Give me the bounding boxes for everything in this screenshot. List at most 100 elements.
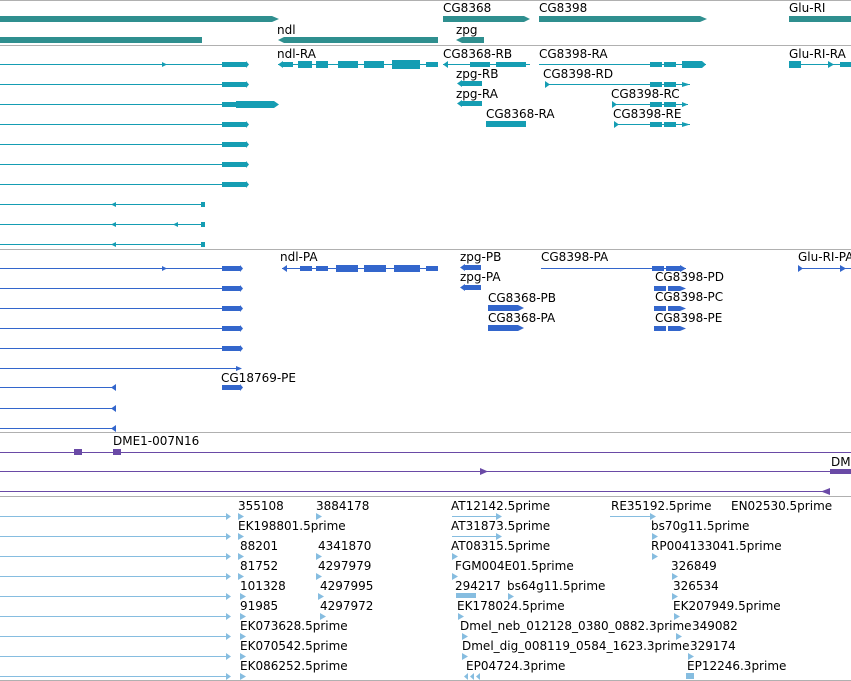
- est-label: 355108: [238, 499, 284, 513]
- transcript-zpg-RA[interactable]: [457, 100, 482, 107]
- protein-label: zpg-PA: [460, 270, 501, 284]
- est-label: AT12142.5prime: [451, 499, 550, 513]
- gene-bar[interactable]: [0, 37, 202, 43]
- protein-label: CG8398-PE: [655, 311, 722, 325]
- transcript-track: ndl-RA CG8368-RB zpg-RB zpg-RA CG8368-RA…: [0, 47, 851, 247]
- transcript-label: CG8398-RD: [543, 67, 613, 81]
- est-label: AT31873.5prime: [451, 519, 550, 533]
- gene-track: ndl CG8368 zpg CG8398 Glu-RI: [0, 1, 851, 43]
- est-label: EK178024.5prime: [457, 599, 565, 613]
- gene-bar-ndl[interactable]: [278, 37, 438, 43]
- gene-bar-CG8368[interactable]: [443, 16, 530, 22]
- protein-label: CG8398-PA: [541, 250, 609, 264]
- transcript-label: CG8368-RA: [486, 107, 555, 121]
- est-label: bs64g11.5prime: [507, 579, 605, 593]
- clone-end[interactable]: [830, 469, 851, 474]
- est-label: 326534: [673, 579, 719, 593]
- protein-label: CG8368-PB: [488, 291, 556, 305]
- est-label: 349082: [692, 619, 738, 633]
- protein-track: CG18769-PE ndl-PA zpg-PB zpg-PA CG8368-P…: [0, 250, 851, 432]
- est-label: RE35192.5prime: [611, 499, 712, 513]
- transcript-label: CG8368-RB: [443, 47, 512, 61]
- transcript-zpg-RB[interactable]: [457, 80, 482, 87]
- est-label: EK207949.5prime: [673, 599, 781, 613]
- gene-label-ndl: ndl: [277, 23, 296, 37]
- clone-label-DME1-007N16: DME1-007N16: [113, 434, 199, 448]
- est-label: 91985: [240, 599, 278, 613]
- est-label: 326849: [671, 559, 717, 573]
- protein-CG8398-PD[interactable]: [654, 286, 686, 291]
- protein-label: zpg-PB: [460, 250, 501, 264]
- transcript-CG8398-RA[interactable]: [650, 61, 706, 68]
- est-label: EP04724.3prime: [466, 659, 565, 673]
- est-track: 355108 3884178 AT12142.5prime RE35192.5p…: [0, 499, 832, 680]
- protein-CG8398-PC[interactable]: [654, 306, 686, 311]
- est-label: 88201: [240, 539, 278, 553]
- transcript-Glu-RI-RA[interactable]: [789, 61, 851, 68]
- est-label: 294217: [455, 579, 501, 593]
- est-label: 4297995: [320, 579, 373, 593]
- est-label: RP004133041.5prime: [651, 539, 782, 553]
- gene-bar-zpg[interactable]: [456, 37, 484, 43]
- est-label: Dmel_neb_012128_0380_0882.3prime: [460, 619, 692, 633]
- protein-label: CG8368-PA: [488, 311, 556, 325]
- transcript-label: CG8398-RC: [611, 87, 680, 101]
- protein-zpg-PA[interactable]: [460, 284, 481, 291]
- protein-zpg-PB[interactable]: [460, 264, 481, 271]
- est-label: EK086252.5prime: [240, 659, 348, 673]
- est-label: EK198801.5prime: [238, 519, 346, 533]
- gene-bar-CG8398[interactable]: [539, 16, 707, 22]
- protein-label: ndl-PA: [280, 250, 318, 264]
- clone-track: DME1-007N16 DM: [0, 434, 851, 495]
- gene-label-CG8368: CG8368: [443, 1, 491, 15]
- transcript-label: zpg-RA: [456, 87, 499, 101]
- transcript-CG8398-RE[interactable]: [614, 121, 690, 128]
- transcript-CG8398-RD[interactable]: [545, 81, 690, 88]
- transcript-CG8398-RC[interactable]: [612, 101, 688, 108]
- est-label: EN02530.5prime: [731, 499, 832, 513]
- est-label: 4341870: [318, 539, 371, 553]
- est-label: EK070542.5prime: [240, 639, 348, 653]
- protein-Glu-RI-PA[interactable]: [798, 265, 846, 272]
- clone-label-DM: DM: [831, 455, 851, 469]
- est-label: 4297979: [318, 559, 371, 573]
- protein-CG8368-PB[interactable]: [488, 305, 524, 311]
- clone-end[interactable]: [74, 449, 82, 455]
- est-label: Dmel_dig_008119_0584_1623.3prime: [462, 639, 690, 653]
- protein-label: CG8398-PD: [655, 270, 724, 284]
- est-label: 4297972: [320, 599, 373, 613]
- protein-label-CG18769-PE: CG18769-PE: [221, 371, 296, 385]
- transcript-CG8368-RA[interactable]: [486, 121, 526, 127]
- transcript-ndl-RA[interactable]: [278, 60, 438, 69]
- transcript-label: CG8398-RA: [539, 47, 608, 61]
- est-label: 3884178: [316, 499, 369, 513]
- protein-label: CG8398-PC: [655, 290, 723, 304]
- gene-label-zpg: zpg: [456, 23, 478, 37]
- protein-ndl-PA[interactable]: [282, 265, 438, 272]
- protein-CG8398-PE[interactable]: [654, 326, 686, 331]
- est-label: bs70g11.5prime: [651, 519, 749, 533]
- protein-CG8368-PA[interactable]: [488, 325, 524, 331]
- transcript-label: CG8398-RE: [613, 107, 681, 121]
- gene-label-CG8398: CG8398: [539, 1, 587, 15]
- protein-label: Glu-RI-PA: [798, 250, 851, 264]
- est-label: AT08315.5prime: [451, 539, 550, 553]
- est-label: 81752: [240, 559, 278, 573]
- gene-bar-Glu-RI[interactable]: [789, 16, 851, 22]
- transcript-CG8368-RB[interactable]: [443, 61, 526, 68]
- gene-label-Glu-RI: Glu-RI: [789, 1, 825, 15]
- est-label: EK073628.5prime: [240, 619, 348, 633]
- est-label: EP12246.3prime: [687, 659, 786, 673]
- transcript-label: ndl-RA: [277, 47, 317, 61]
- est-label: 101328: [240, 579, 286, 593]
- gene-bar[interactable]: [0, 16, 279, 22]
- clone-end[interactable]: [821, 488, 830, 495]
- clone-end[interactable]: [113, 449, 121, 455]
- protein-CG8398-PA[interactable]: [652, 265, 686, 272]
- clone-end[interactable]: [480, 468, 488, 475]
- est-label: FGM004E01.5prime: [455, 559, 574, 573]
- est-label: 329174: [690, 639, 736, 653]
- transcript-label: Glu-RI-RA: [789, 47, 847, 61]
